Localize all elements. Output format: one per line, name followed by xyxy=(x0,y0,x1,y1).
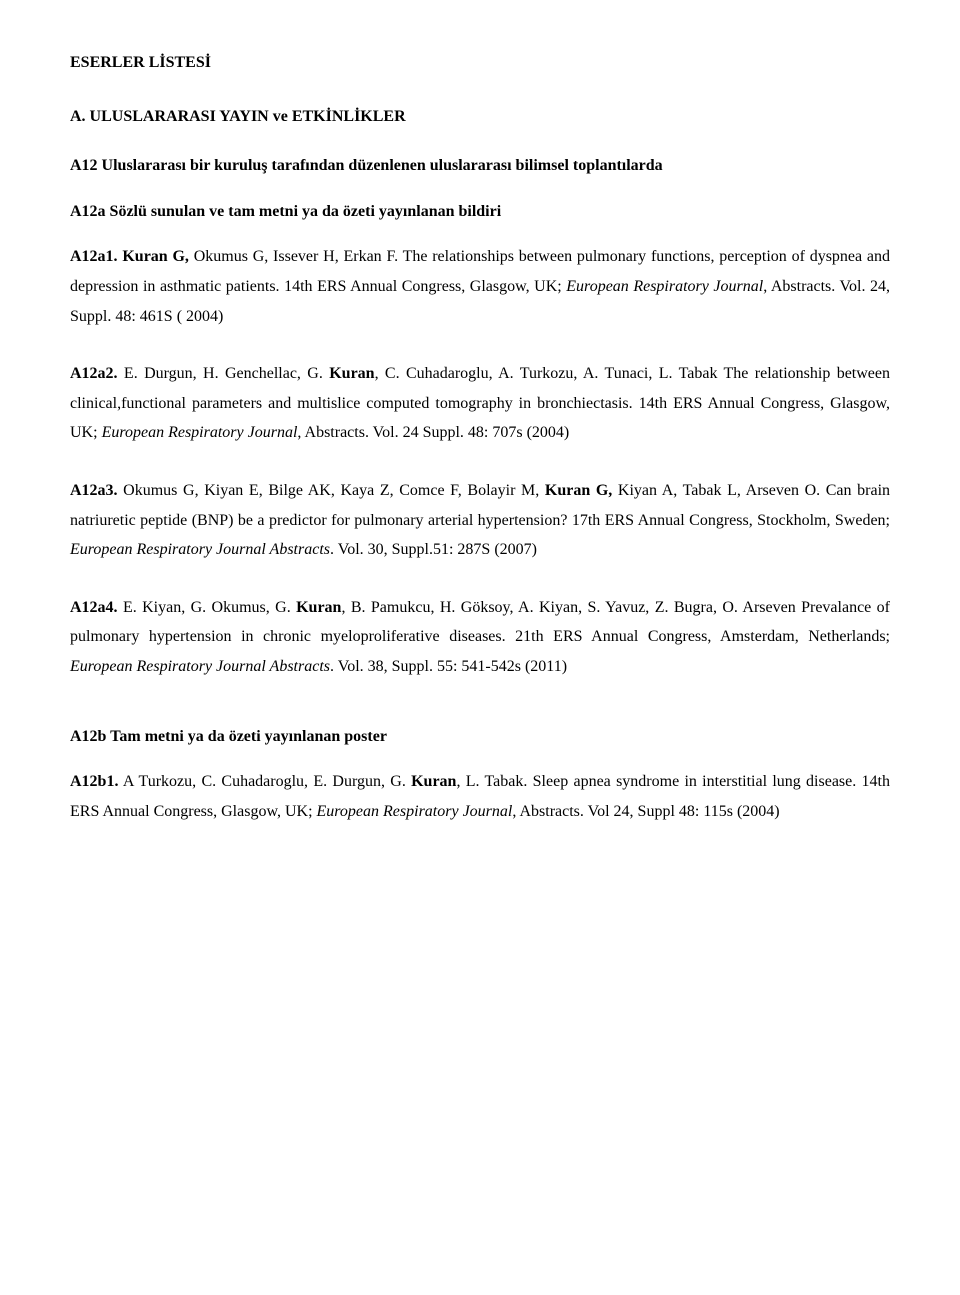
entry-journal: European Respiratory Journal Abstracts xyxy=(70,658,330,675)
a12b-heading: A12b Tam metni ya da özeti yayınlanan po… xyxy=(70,722,890,752)
entry-a12a3: A12a3. Okumus G, Kiyan E, Bilge AK, Kaya… xyxy=(70,476,890,565)
entry-after-journal: . Vol. 30, Suppl.51: 287S (2007) xyxy=(330,541,537,558)
entry-journal: European Respiratory Journal Abstracts xyxy=(70,541,330,558)
entry-a12b1: A12b1. A Turkozu, C. Cuhadaroglu, E. Dur… xyxy=(70,767,890,826)
entry-a12a2: A12a2. E. Durgun, H. Genchellac, G. Kura… xyxy=(70,359,890,448)
section-heading: A. ULUSLARARASI YAYIN ve ETKİNLİKLER xyxy=(70,102,890,132)
entry-bold-name: Kuran xyxy=(411,773,456,790)
entry-label: A12a4. xyxy=(70,599,118,616)
entry-text: E. Kiyan, G. Okumus, G. xyxy=(118,599,297,616)
entry-journal: European Respiratory Journal xyxy=(102,424,298,441)
entry-a12a1: A12a1. Kuran G, Okumus G, Issever H, Erk… xyxy=(70,242,890,331)
entry-label: A12a1. xyxy=(70,248,122,265)
entry-text: A Turkozu, C. Cuhadaroglu, E. Durgun, G. xyxy=(118,773,411,790)
entry-bold-name: Kuran xyxy=(329,365,374,382)
entry-bold-authors: Kuran G, xyxy=(122,248,189,265)
entry-after-journal: , Abstracts. Vol 24, Suppl 48: 115s (200… xyxy=(512,803,779,820)
entry-journal: European Respiratory Journal xyxy=(566,278,763,295)
page-title: ESERLER LİSTESİ xyxy=(70,48,890,78)
entry-after-journal: , Abstracts. Vol. 24 Suppl. 48: 707s (20… xyxy=(297,424,569,441)
entry-after-journal: . Vol. 38, Suppl. 55: 541-542s (2011) xyxy=(330,658,567,675)
entry-bold-name: Kuran xyxy=(296,599,341,616)
entry-text: E. Durgun, H. Genchellac, G. xyxy=(118,365,330,382)
a12a-heading: A12a Sözlü sunulan ve tam metni ya da öz… xyxy=(70,197,890,227)
entry-label: A12a3. xyxy=(70,482,118,499)
entry-a12a4: A12a4. E. Kiyan, G. Okumus, G. Kuran, B.… xyxy=(70,593,890,682)
a12-heading: A12 Uluslararası bir kuruluş tarafından … xyxy=(70,151,890,181)
entry-label: A12b1. xyxy=(70,773,118,790)
entry-journal: European Respiratory Journal xyxy=(317,803,513,820)
entry-text: Okumus G, Kiyan E, Bilge AK, Kaya Z, Com… xyxy=(118,482,545,499)
entry-bold-name: Kuran G, xyxy=(545,482,612,499)
entry-label: A12a2. xyxy=(70,365,118,382)
